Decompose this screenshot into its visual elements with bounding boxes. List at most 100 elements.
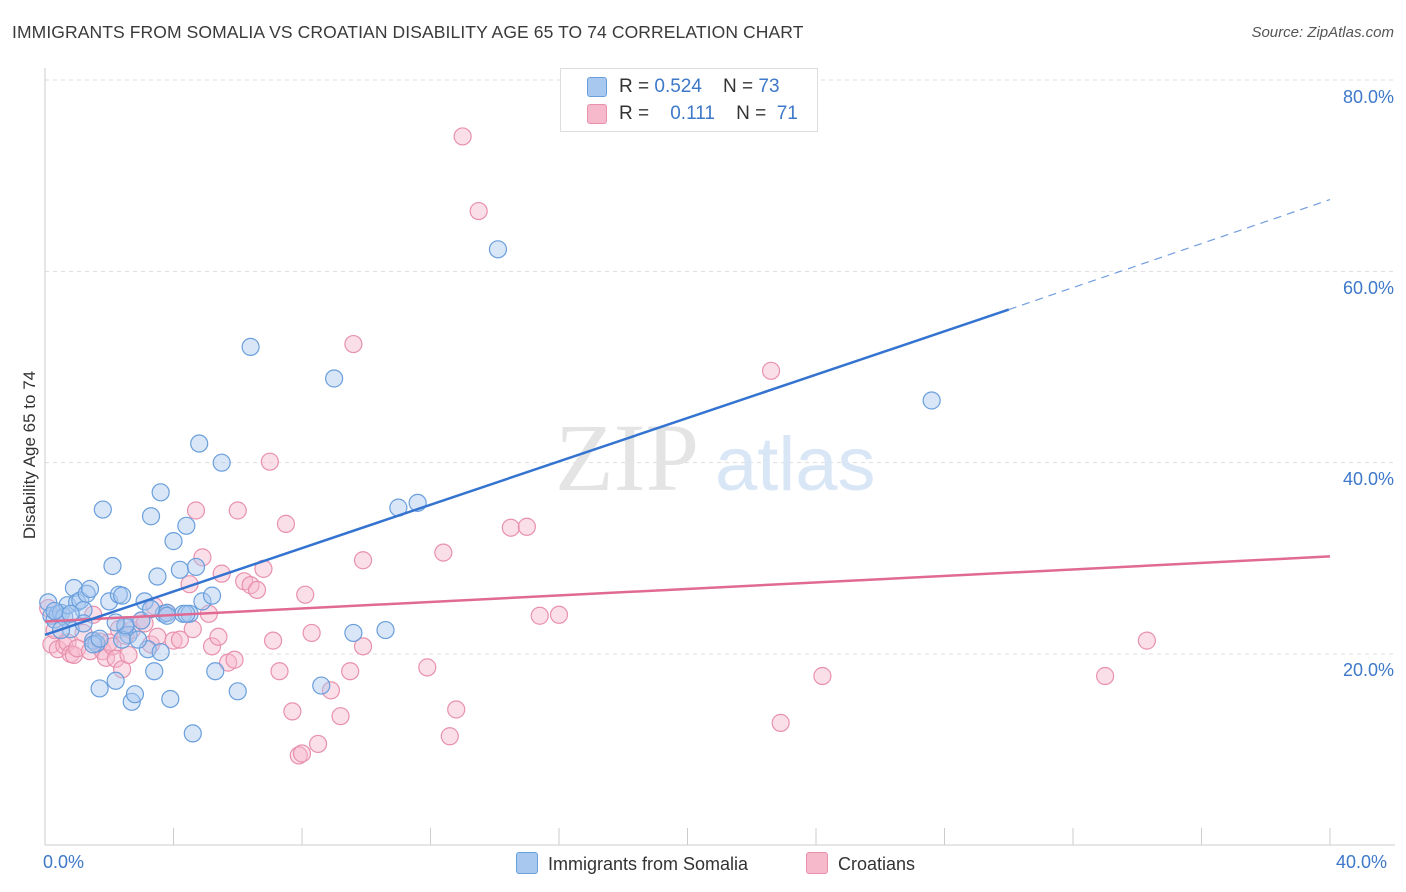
y-axis-label: Disability Age 65 to 74 [20,370,39,540]
croatians-point [276,514,296,533]
croatians-point [813,666,832,686]
croatians-point [308,734,328,754]
croatians-point [193,548,212,567]
croatians-point [331,707,350,726]
x-tick-max: 40.0% [1336,852,1388,872]
r-label: R = [619,76,655,97]
somalia-legend-swatch [516,852,538,874]
somalia-point [344,623,363,643]
somalia-point [183,724,202,743]
croatians-point [447,700,466,719]
croatians-point [96,648,116,667]
trend-lines [44,199,1331,637]
somalia-point [186,557,206,577]
croatians-point [247,580,267,600]
somalia-legend-label: Immigrants from Somalia [548,854,749,874]
croatians-point [283,702,302,721]
somalia-point [206,662,225,681]
y-tick-60: 60.0% [1342,278,1394,298]
somalia-point [202,586,222,605]
watermark-atlas: atlas [715,422,876,507]
bottom-legend-croatians: Croatians [806,852,915,875]
croatians-point [549,605,569,624]
r-label: R = [619,103,655,124]
somalia-point [151,642,170,662]
croatians-point [260,452,279,471]
croatians-point [530,606,549,625]
somalia-point [148,567,167,586]
somalia-point [312,676,331,695]
n-value-croatians: 71 [776,103,798,124]
croatians-point [270,662,289,681]
somalia-point [125,685,145,704]
chart-title: IMMIGRANTS FROM SOMALIA VS CROATIAN DISA… [12,22,804,42]
somalia-point [90,629,109,648]
n-label: N = [736,103,772,124]
somalia-point [103,556,122,576]
croatians-point [469,201,488,221]
croatians-point [292,744,312,763]
croatians-point [170,630,190,649]
croatians-point [344,334,363,354]
somalia-point [325,369,344,388]
croatians-point [761,361,781,380]
somalia-swatch [587,77,607,97]
croatians-point [517,517,536,536]
r-value-croatians: 0.111 [670,103,715,124]
somalia-point [228,682,247,701]
croatians-point [353,637,373,656]
somalia-point [488,240,508,259]
croatians-point [263,631,283,650]
source-label: Source: ZipAtlas.com [1251,24,1394,41]
somalia-point [93,500,112,519]
n-value-somalia: 73 [758,76,780,97]
watermark-zip: ZIP [555,404,699,511]
somalia-point [84,631,103,650]
somalia-point [129,630,148,649]
somalia-point [190,434,209,453]
croatians-trend-line [44,555,1331,623]
somalia-point [112,586,132,605]
somalia-point [164,532,183,551]
n-label: N = [723,76,759,97]
croatians-point [353,551,373,570]
croatians-point [1096,666,1115,686]
somalia-point [80,579,100,599]
somalia-point [177,516,196,535]
croatians-point [501,518,520,537]
croatians-point [119,645,138,665]
axes [44,68,1395,846]
somalia-trend-extension [1008,199,1331,311]
somalia-point [376,620,395,640]
croatians-point [202,637,222,656]
somalia-point [141,599,161,619]
croatians-point [302,623,321,643]
stats-legend: R = 0.524 N = 73 R = 0.111 N = 71 [560,68,818,132]
croatians-swatch [587,104,607,124]
somalia-point [193,592,212,611]
croatians-point [771,713,790,732]
croatians-point [434,543,453,562]
croatians-point [341,662,360,681]
croatians-point [289,746,308,765]
somalia-point [141,507,161,526]
somalia-trend-line [44,308,1010,637]
somalia-point [922,391,941,410]
somalia-points [39,240,941,743]
somalia-point [151,483,170,502]
gridlines [45,79,1395,655]
somalia-point [170,560,190,579]
bottom-legend-somalia: Immigrants from Somalia [516,852,748,875]
somalia-point [241,337,260,357]
croatians-point [453,127,472,146]
croatians-legend-swatch [806,852,828,874]
croatians-point [228,501,247,520]
croatians-point [440,727,459,746]
x-tick-min: 0.0% [43,852,85,872]
somalia-point [45,601,64,621]
croatians-point [321,681,341,700]
croatians-point [296,585,315,604]
y-tick-40: 40.0% [1342,469,1394,489]
somalia-point [112,630,132,649]
somalia-point [145,662,164,681]
